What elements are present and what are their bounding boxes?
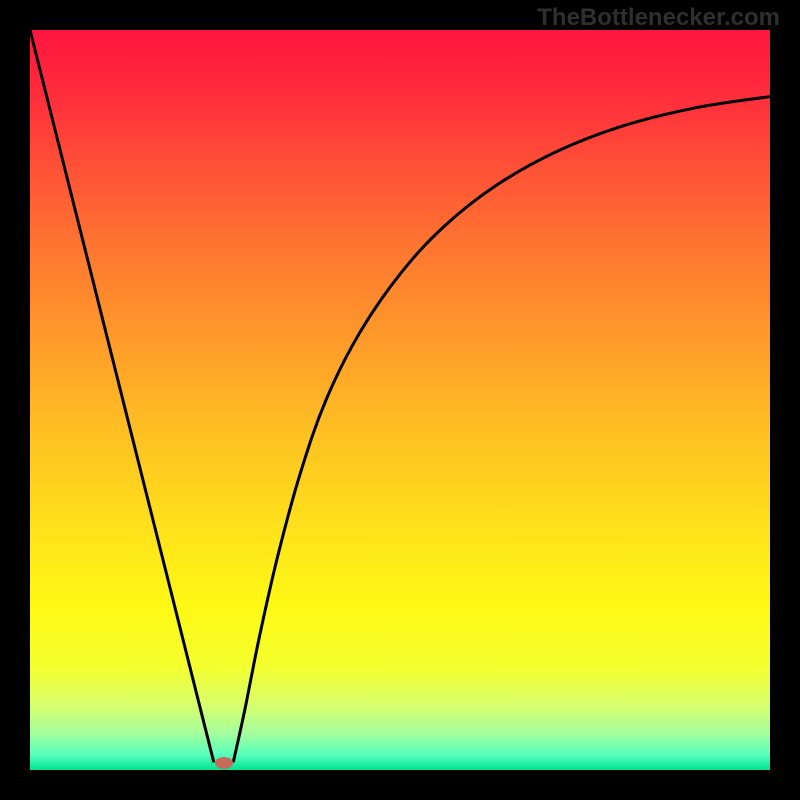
- left-segment: [30, 30, 214, 761]
- plot-area: [30, 30, 770, 770]
- optimal-point-marker: [215, 757, 233, 769]
- curve-svg: [30, 30, 770, 770]
- right-segment: [234, 97, 771, 762]
- watermark-text: TheBottlenecker.com: [537, 4, 780, 32]
- chart-container: TheBottlenecker.com: [0, 0, 800, 800]
